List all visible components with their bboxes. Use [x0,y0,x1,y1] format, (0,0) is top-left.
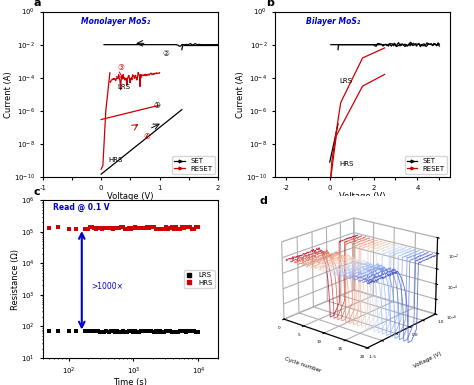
X-axis label: Time (s): Time (s) [113,378,147,385]
Text: ②: ② [163,49,169,58]
Text: LRS: LRS [118,84,130,90]
Text: HRS: HRS [108,157,122,163]
Y-axis label: Resistance (Ω): Resistance (Ω) [11,249,20,310]
Text: Read @ 0.1 V: Read @ 0.1 V [53,203,110,212]
X-axis label: Voltage (V): Voltage (V) [339,192,386,201]
Text: ④: ④ [143,132,150,141]
Legend: LRS, HRS: LRS, HRS [183,270,215,288]
Text: d: d [260,196,267,206]
Legend: SET, RESET: SET, RESET [173,156,215,174]
Text: >1000×: >1000× [91,282,123,291]
X-axis label: Voltage (V): Voltage (V) [107,192,154,201]
Text: Bilayer MoS₂: Bilayer MoS₂ [307,17,361,25]
Text: b: b [266,0,274,8]
Text: a: a [34,0,41,8]
X-axis label: Cycle number: Cycle number [284,357,322,373]
Legend: SET, RESET: SET, RESET [405,156,447,174]
Text: c: c [34,187,40,197]
Text: Monolayer MoS₂: Monolayer MoS₂ [81,17,150,25]
Y-axis label: Current (A): Current (A) [236,71,245,118]
Text: LRS: LRS [339,78,353,84]
Text: ①: ① [154,101,161,110]
Y-axis label: Voltage (V): Voltage (V) [413,352,443,369]
Text: ③: ③ [118,63,124,72]
Y-axis label: Current (A): Current (A) [4,71,13,118]
Text: HRS: HRS [339,161,354,167]
